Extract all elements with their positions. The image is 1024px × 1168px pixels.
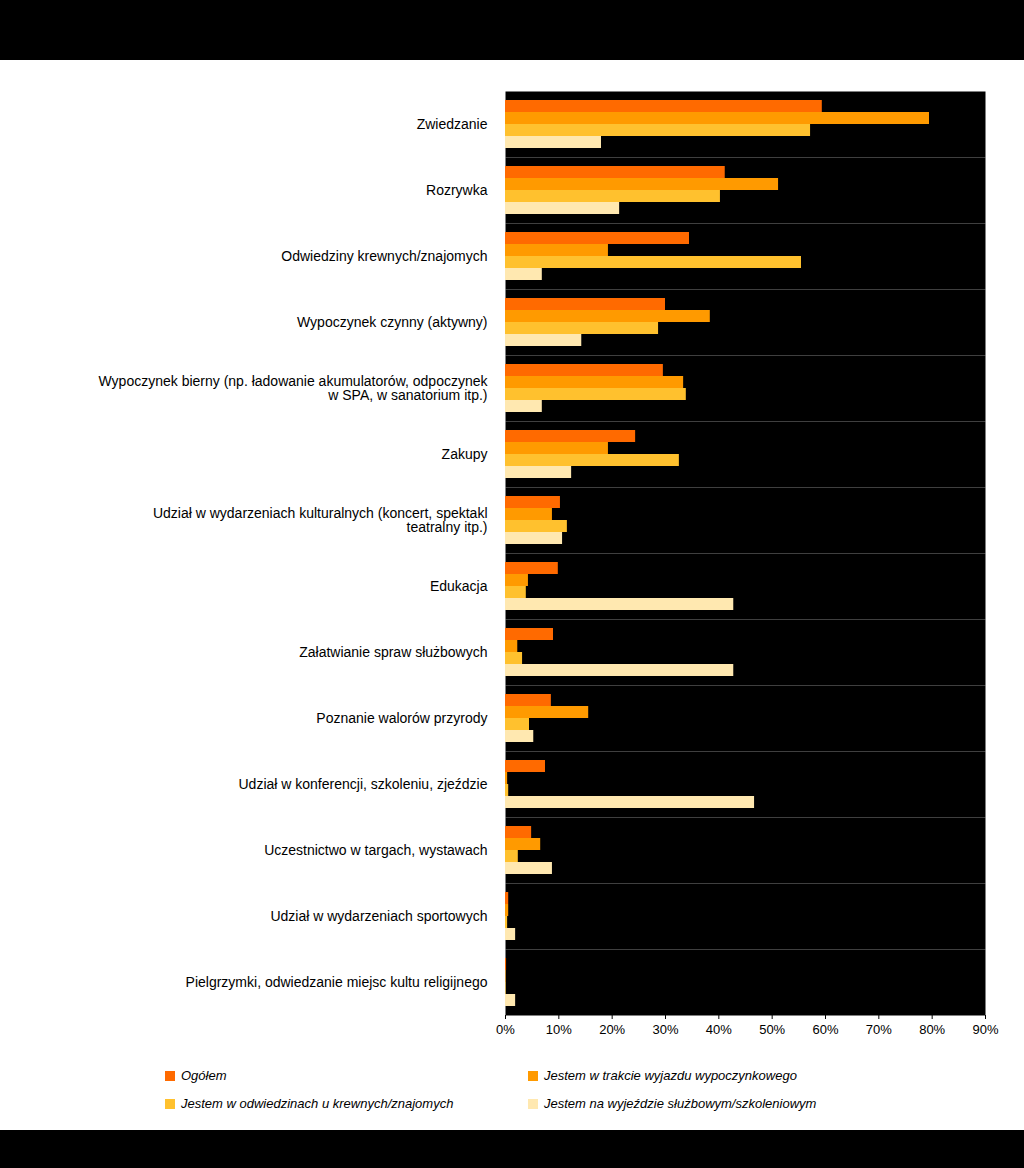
svg-text:Załatwianie spraw służbowych: Załatwianie spraw służbowych <box>299 644 487 660</box>
svg-text:Edukacja: Edukacja <box>430 578 488 594</box>
svg-text:Uczestnictwo w targach, wystaw: Uczestnictwo w targach, wystawach <box>264 842 487 858</box>
svg-text:Rozrywka: Rozrywka <box>426 182 488 198</box>
html-text:Jestem w trakcie wyjazdu wypoc: Jestem w trakcie wyjazdu wypoczynkowego <box>544 1068 797 1083</box>
html-text:Jestem na wyjeździe służbowym/: Jestem na wyjeździe służbowym/szkoleniow… <box>544 1096 817 1111</box>
svg-text:90%: 90% <box>972 1022 998 1037</box>
svg-text:0%: 0% <box>496 1022 515 1037</box>
svg-text:20%: 20% <box>599 1022 625 1037</box>
svg-text:Udział w wydarzeniach kultural: Udział w wydarzeniach kulturalnych (konc… <box>153 505 488 535</box>
svg-text:80%: 80% <box>919 1022 945 1037</box>
svg-text:30%: 30% <box>652 1022 678 1037</box>
svg-text:10%: 10% <box>546 1022 572 1037</box>
html-text:Jestem w odwiedzinach u krewny: Jestem w odwiedzinach u krewnych/znajomy… <box>181 1096 454 1111</box>
svg-text:50%: 50% <box>759 1022 785 1037</box>
svg-text:70%: 70% <box>866 1022 892 1037</box>
svg-text:Wypoczynek czynny (aktywny): Wypoczynek czynny (aktywny) <box>297 314 487 330</box>
html-text:Ogółem: Ogółem <box>181 1068 227 1083</box>
svg-text:Zakupy: Zakupy <box>442 446 488 462</box>
svg-text:Pielgrzymki, odwiedzanie miejs: Pielgrzymki, odwiedzanie miejsc kultu re… <box>186 974 488 990</box>
svg-text:Udział w konferencji, szkoleni: Udział w konferencji, szkoleniu, zjeździ… <box>239 776 488 792</box>
svg-text:40%: 40% <box>706 1022 732 1037</box>
svg-text:60%: 60% <box>812 1022 838 1037</box>
svg-text:Odwiedziny krewnych/znajomych: Odwiedziny krewnych/znajomych <box>281 248 487 264</box>
svg-text:Zwiedzanie: Zwiedzanie <box>417 116 488 132</box>
svg-text:Poznanie walorów przyrody: Poznanie walorów przyrody <box>316 710 487 726</box>
svg-text:Wypoczynek bierny (np. ładowan: Wypoczynek bierny (np. ładowanie akumula… <box>99 373 489 403</box>
svg-text:Udział w wydarzeniach sportowy: Udział w wydarzeniach sportowych <box>270 908 487 924</box>
